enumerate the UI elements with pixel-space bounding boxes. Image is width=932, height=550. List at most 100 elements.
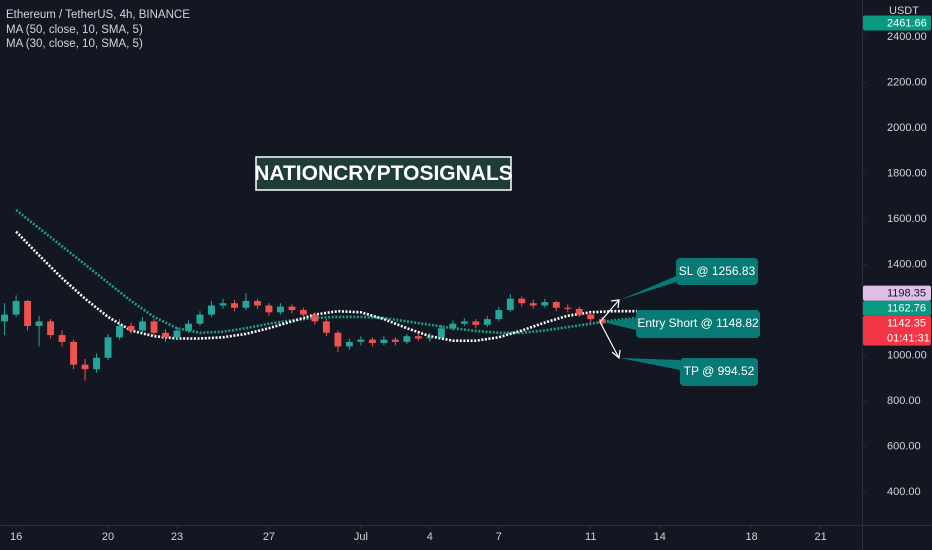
candle: [414, 333, 422, 341]
candle: [24, 299, 32, 331]
candle: [391, 337, 399, 346]
candle-body: [265, 305, 273, 313]
sl-callout: SL @ 1256.83: [620, 258, 758, 300]
candle-body: [380, 339, 388, 344]
callout-pointer: [620, 358, 680, 370]
x-tick-label: 14: [654, 531, 666, 543]
y-tick-label: 2400.00: [887, 31, 927, 43]
callout-pointer: [620, 276, 676, 300]
candle-body: [104, 337, 112, 358]
y-tick-label: 1800.00: [887, 167, 927, 179]
x-tick-label: 20: [102, 531, 114, 543]
candle: [299, 307, 307, 319]
candle: [276, 303, 284, 315]
candle-body: [598, 319, 606, 324]
candle: [334, 330, 342, 353]
candle: [437, 324, 445, 339]
x-tick-label: 7: [496, 531, 502, 543]
price-marker-label: 1162.76: [887, 303, 926, 315]
candle-body: [276, 306, 284, 313]
countdown-label: 01:41:31: [887, 333, 930, 345]
y-tick-label: 2200.00: [887, 76, 927, 88]
x-tick-label: 27: [263, 531, 275, 543]
candle-body: [185, 323, 192, 331]
candle-body: [208, 305, 215, 315]
entry-callout: Entry Short @ 1148.82: [603, 310, 760, 338]
candle: [575, 306, 583, 317]
candle-body: [173, 330, 181, 338]
candle: [288, 304, 296, 314]
candle-body: [322, 321, 330, 333]
candle: [150, 319, 158, 336]
candle: [104, 333, 112, 361]
candle-body: [1, 314, 9, 322]
candle: [322, 319, 330, 337]
x-tick-label: 16: [10, 531, 22, 543]
price-marker-label: 1198.35: [887, 288, 926, 300]
callout-box: [680, 358, 758, 386]
candle: [12, 295, 20, 317]
price-marker: [863, 15, 931, 31]
candle-body: [116, 325, 123, 338]
candle-body: [437, 328, 445, 338]
plot-area: [1, 208, 637, 381]
watermark-text: NATIONCRYPTOSIGNALS: [254, 162, 513, 185]
candle-body: [426, 337, 434, 339]
x-tick-label: 23: [171, 531, 183, 543]
candle-body: [299, 310, 307, 315]
callout-text: Entry Short @ 1148.82: [637, 316, 759, 330]
candle-body: [529, 303, 537, 306]
candle-body: [196, 314, 204, 324]
price-marker-label: 1142.35: [887, 318, 926, 330]
candle: [357, 336, 365, 346]
candle: [541, 298, 549, 308]
candle: [552, 300, 560, 312]
candle-body: [552, 302, 560, 308]
candle-body: [357, 339, 365, 342]
x-tick-label: 18: [746, 531, 758, 543]
candle: [403, 333, 411, 345]
candle: [426, 332, 434, 342]
watermark-frame: [255, 156, 512, 191]
candle: [506, 294, 514, 313]
candle: [380, 336, 388, 346]
candle: [529, 299, 537, 309]
candle-body: [162, 332, 169, 338]
candle: [139, 316, 146, 333]
candle-body: [414, 336, 422, 339]
candle: [93, 353, 100, 373]
symbol-title: Ethereum / TetherUS, 4h, BINANCE: [6, 9, 190, 21]
y-tick-label: 1000.00: [887, 349, 927, 361]
moving-average-line: [15, 208, 637, 335]
y-tick-label: 2000.00: [887, 122, 927, 134]
x-tick-label: 4: [427, 531, 433, 543]
y-tick-label: 800.00: [887, 395, 921, 407]
candle-body: [93, 357, 100, 370]
candle: [564, 304, 572, 313]
x-tick-label: 21: [814, 531, 826, 543]
candle: [196, 311, 204, 326]
candle-body: [575, 308, 583, 315]
callout-text: TP @ 994.52: [684, 364, 755, 378]
candle: [127, 322, 135, 334]
y-tick-label: 600.00: [887, 440, 921, 452]
candle: [219, 298, 227, 309]
watermark-box: NATIONCRYPTOSIGNALS: [254, 156, 513, 191]
candle: [345, 338, 353, 350]
candle: [460, 318, 468, 326]
candle: [254, 298, 261, 309]
candle: [35, 315, 43, 347]
candle-body: [483, 319, 491, 325]
candle: [208, 300, 215, 317]
candle: [495, 306, 503, 322]
arrow-down: [599, 321, 621, 360]
candle: [47, 319, 55, 339]
candle: [483, 315, 491, 328]
candle-body: [495, 310, 503, 320]
candle: [472, 319, 480, 329]
candle-body: [587, 314, 595, 320]
candle: [185, 320, 192, 333]
x-tick-label: 11: [585, 531, 596, 543]
